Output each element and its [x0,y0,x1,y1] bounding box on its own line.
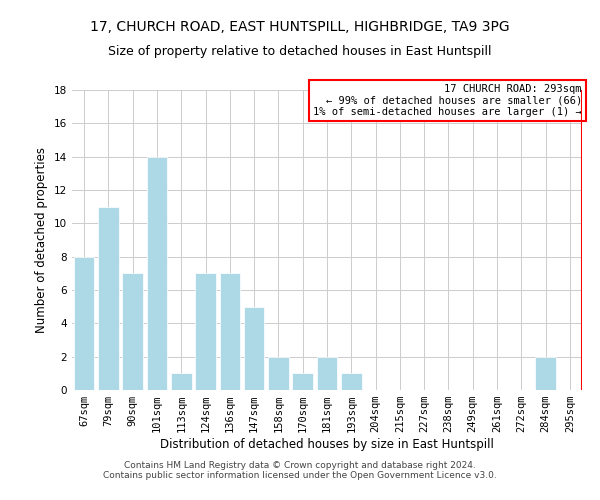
Bar [317,356,337,390]
Bar [74,256,94,390]
Bar [171,374,191,390]
Bar [268,356,289,390]
Bar [535,356,556,390]
Bar [220,274,240,390]
Bar [341,374,362,390]
Bar [195,274,216,390]
Text: Size of property relative to detached houses in East Huntspill: Size of property relative to detached ho… [108,45,492,58]
Text: 17, CHURCH ROAD, EAST HUNTSPILL, HIGHBRIDGE, TA9 3PG: 17, CHURCH ROAD, EAST HUNTSPILL, HIGHBRI… [90,20,510,34]
Bar [146,156,167,390]
Bar [244,306,265,390]
Bar [292,374,313,390]
Bar [98,206,119,390]
Bar [122,274,143,390]
Text: Contains HM Land Registry data © Crown copyright and database right 2024.
Contai: Contains HM Land Registry data © Crown c… [103,460,497,480]
Text: 17 CHURCH ROAD: 293sqm
← 99% of detached houses are smaller (66)
1% of semi-deta: 17 CHURCH ROAD: 293sqm ← 99% of detached… [313,84,582,117]
X-axis label: Distribution of detached houses by size in East Huntspill: Distribution of detached houses by size … [160,438,494,451]
Y-axis label: Number of detached properties: Number of detached properties [35,147,49,333]
